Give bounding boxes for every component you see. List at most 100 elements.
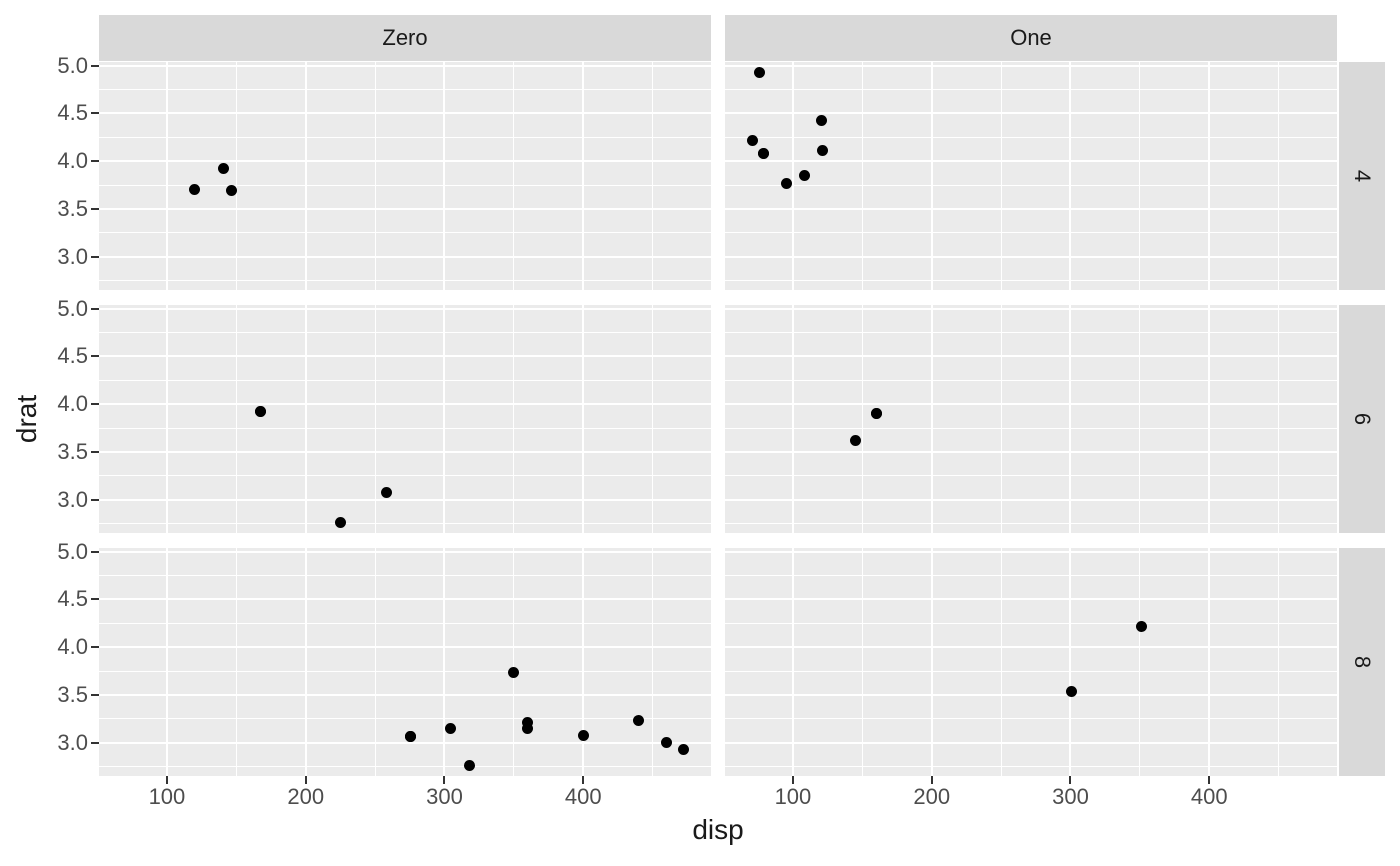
panel-one-8 [725,548,1337,776]
gridline-minor-v [861,62,863,290]
y-tick-mark [91,646,99,649]
facet-row-strip-8: 8 [1339,548,1385,776]
gridline-major-v [1208,62,1211,290]
data-point [1135,620,1147,632]
x-tick-label: 300 [426,784,463,809]
x-tick-label: 400 [1190,784,1228,809]
gridline-major-h [725,160,1337,163]
gridline-major-v [304,548,307,776]
gridline-major-v [582,305,585,533]
gridline-minor-v [1278,62,1280,290]
gridline-minor-h [725,766,1337,768]
gridline-minor-h [99,379,711,381]
y-tick-mark [91,207,99,210]
gridline-minor-h [99,136,711,138]
data-point [255,406,267,418]
gridline-major-h [725,741,1337,744]
y-tick-label: 3.5 [57,438,88,464]
gridline-minor-h [725,280,1337,282]
facet-col-strip-label: One [1010,25,1052,50]
data-point [226,185,238,197]
gridline-minor-h [725,523,1337,525]
x-tick-mark [1069,776,1072,784]
gridline-major-v [165,548,168,776]
facet-row-strip-label: 4 [1350,169,1375,183]
gridline-major-h [99,307,711,310]
gridline-major-h [725,598,1337,601]
gridline-major-v [1208,548,1211,776]
gridline-minor-v [1139,548,1141,776]
y-tick-label: 4.5 [57,100,88,126]
gridline-minor-h [99,184,711,186]
gridline-major-h [99,403,711,406]
x-tick-mark [443,776,446,784]
gridline-major-v [791,305,794,533]
data-point [798,170,810,182]
y-tick-label: 3.5 [57,681,88,707]
x-tick-label: 200 [287,784,325,809]
y-tick-mark [91,255,99,258]
gridline-major-v [304,305,307,533]
gridline-major-h [725,693,1337,696]
y-tick-label: 5.0 [57,538,88,564]
gridline-minor-h [99,670,711,672]
gridline-minor-v [235,548,237,776]
gridline-major-v [930,62,933,290]
gridline-major-v [1069,548,1072,776]
gridline-major-h [725,498,1337,501]
gridline-major-h [725,64,1337,67]
data-point [1066,685,1078,697]
panel-zero-4 [99,62,711,290]
data-point [758,148,770,160]
y-tick-mark [91,64,99,67]
gridline-major-h [99,450,711,453]
gridline-minor-v [235,62,237,290]
gridline-minor-h [99,718,711,720]
gridline-minor-h [725,670,1337,672]
gridline-minor-h [99,427,711,429]
gridline-major-h [99,693,711,696]
panel-one-6 [725,305,1337,533]
gridline-major-h [99,646,711,649]
data-point [577,729,589,741]
facet-row-strip-label: 8 [1350,655,1375,669]
data-point [218,163,230,175]
y-tick-mark [91,550,99,553]
gridline-major-h [99,598,711,601]
gridline-minor-h [725,379,1337,381]
gridline-minor-h [99,332,711,334]
gridline-major-v [443,62,446,290]
y-tick-label: 4.5 [57,586,88,612]
x-tick-mark [791,776,794,784]
gridline-major-h [99,207,711,210]
gridline-minor-h [725,622,1337,624]
y-tick-label: 4.5 [57,343,88,369]
gridline-minor-v [1000,305,1002,533]
gridline-major-v [930,305,933,533]
gridline-major-h [99,550,711,553]
data-point [815,114,827,126]
gridline-major-h [99,64,711,67]
data-point [522,717,534,729]
gridline-major-h [725,550,1337,553]
y-tick-mark [91,160,99,163]
gridline-minor-h [99,280,711,282]
gridline-minor-v [861,548,863,776]
gridline-major-v [1208,305,1211,533]
gridline-major-h [725,403,1337,406]
gridline-minor-v [1000,62,1002,290]
y-tick-label: 3.0 [57,486,88,512]
data-point [633,715,645,727]
gridline-minor-v [374,62,376,290]
gridline-major-v [443,548,446,776]
y-tick-label: 4.0 [57,148,88,174]
x-tick-mark [304,776,307,784]
data-point [661,737,673,749]
gridline-minor-v [235,305,237,533]
gridline-major-v [443,305,446,533]
gridline-minor-v [513,62,515,290]
gridline-major-h [99,255,711,258]
gridline-major-v [582,548,585,776]
gridline-major-h [725,112,1337,115]
